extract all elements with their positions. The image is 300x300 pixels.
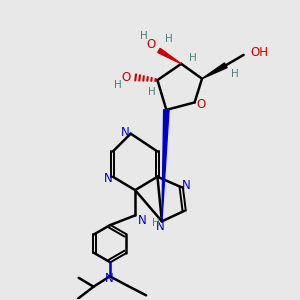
- Text: H: H: [152, 218, 160, 228]
- Text: O: O: [196, 98, 206, 111]
- Text: OH: OH: [250, 46, 268, 59]
- Text: H: H: [165, 34, 173, 44]
- Text: H: H: [189, 53, 197, 63]
- Text: H: H: [140, 32, 148, 41]
- Text: N: N: [121, 126, 130, 139]
- Text: O: O: [121, 71, 130, 84]
- Text: H: H: [231, 69, 239, 79]
- Text: N: N: [182, 179, 190, 192]
- Text: H: H: [114, 80, 122, 90]
- Text: H: H: [148, 87, 155, 97]
- Text: N: N: [138, 214, 147, 227]
- Polygon shape: [158, 48, 181, 64]
- Polygon shape: [202, 63, 227, 79]
- Text: N: N: [156, 220, 165, 233]
- Text: N: N: [105, 272, 114, 285]
- Text: O: O: [147, 38, 156, 51]
- Polygon shape: [162, 110, 169, 221]
- Text: N: N: [103, 172, 112, 185]
